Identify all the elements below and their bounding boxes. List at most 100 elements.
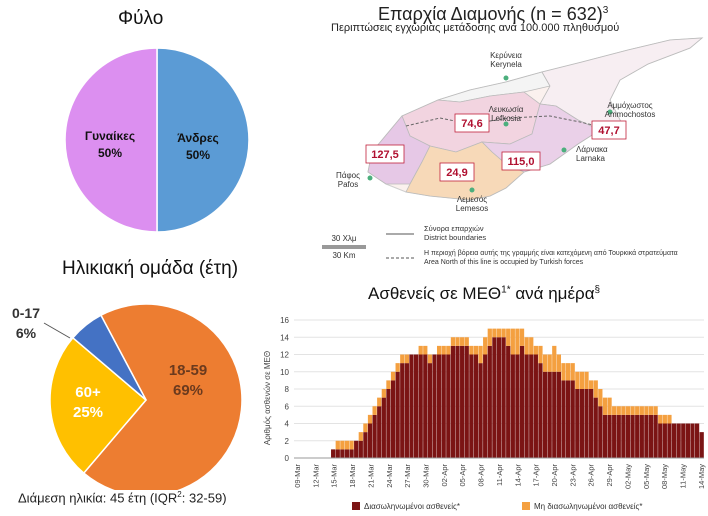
icu-bar-intubated [579, 389, 585, 458]
icu-bar-not-intubated [589, 380, 594, 389]
icu-bar-intubated [483, 354, 488, 458]
larnaka-value-box [501, 151, 541, 171]
ammochostos-name-en: Ammochostos [605, 110, 656, 119]
icu-bar-intubated [432, 354, 437, 458]
icu-bar-intubated [372, 414, 377, 458]
icu-bar-intubated [648, 414, 654, 458]
icu-bar-not-intubated [635, 406, 640, 415]
icu-bar-intubated [644, 414, 649, 458]
icu-x-tick-label: 05-Apr [458, 464, 467, 487]
age-callout-line [43, 322, 71, 339]
icu-bar-intubated [538, 363, 543, 458]
icu-x-tick-label: 20-Apr [550, 464, 559, 487]
icu-bar-intubated [395, 371, 400, 458]
icu-bar-intubated [331, 449, 336, 458]
icu-bar-intubated [363, 432, 368, 458]
icu-bar-not-intubated [455, 337, 460, 346]
icu-bar-not-intubated [386, 380, 391, 389]
icu-bar-not-intubated [515, 328, 520, 355]
icu-bar-intubated [400, 363, 405, 458]
icu-bar-intubated [589, 389, 594, 458]
icu-x-tick-label: 12-Mar [311, 464, 320, 488]
lemesos-name-en: Lemesos [456, 204, 488, 213]
age-slice-2 [71, 314, 147, 401]
icu-y-tick-label: 2 [285, 437, 290, 446]
pafos-name-gr: Πάφος [336, 171, 360, 180]
larnaka-name-en: Larnaka [576, 154, 605, 163]
legend-swatch-intubated [352, 502, 360, 510]
scale-label-en: 30 Km [332, 251, 355, 260]
icu-bar-not-intubated [358, 432, 363, 441]
icu-bar-not-intubated [496, 328, 502, 338]
icu-x-tick-label: 02-Apr [440, 464, 449, 487]
icu-bar-not-intubated [418, 345, 423, 355]
lefkosia-value-box [454, 113, 490, 133]
boundary-legend-en: District boundaries [424, 233, 486, 242]
lefkosia-name-en: Lefkosia [491, 114, 521, 123]
sex-pie-chart: Άνδρες 50% Γυναίκες 50% [64, 47, 250, 233]
lemesos-city-dot [469, 187, 475, 193]
icu-bar-intubated [542, 371, 548, 458]
icu-bar-not-intubated [473, 345, 479, 355]
icu-bar-intubated [473, 354, 479, 458]
icu-bar-not-intubated [648, 406, 654, 415]
icu-bar-not-intubated [400, 354, 405, 364]
icu-bar-intubated [381, 397, 386, 458]
icu-bar-intubated [423, 354, 428, 458]
icu-bar-not-intubated [363, 423, 368, 433]
icu-y-tick-label: 16 [280, 316, 289, 325]
sex-chart-title: Φύλο [118, 8, 164, 29]
kerynia-name-en: Kerynela [490, 60, 522, 69]
icu-bar-not-intubated [340, 440, 345, 450]
age-slice-pct-adults: 69% [173, 382, 203, 399]
icu-bar-intubated [593, 397, 598, 458]
icu-bar-intubated [464, 345, 469, 458]
icu-x-tick-label: 23-Apr [568, 464, 577, 487]
icu-bar-intubated [409, 354, 414, 458]
icu-bar-intubated [598, 406, 603, 458]
age-slice-pct-elderly: 25% [73, 404, 103, 421]
icu-bar-not-intubated [556, 354, 562, 372]
legend-label-intubated: Διασωληνωμένοι ασθενείς* [364, 502, 460, 511]
sex-slice-1 [64, 47, 158, 233]
scale-label-gr: 30 Χλμ [331, 234, 356, 243]
icu-bar-not-intubated [653, 406, 658, 415]
icu-bar-not-intubated [529, 337, 534, 355]
cyprus-district-map: Κερύνεια Kerynela Λευκωσία Lefkosia Αμμό… [322, 37, 704, 266]
icu-bar-not-intubated [441, 345, 446, 355]
icu-bar-not-intubated [533, 345, 538, 355]
pafos-value-box [365, 144, 405, 164]
icu-bar-intubated [487, 345, 492, 458]
icu-y-tick-label: 0 [285, 454, 290, 463]
icu-bar-intubated [658, 423, 663, 458]
legend-label-not-intubated: Μη διασωληνωμένοι ασθενείς* [534, 502, 642, 511]
age-pie-chart: 18-59 69% 60+ 25% 0-17 6% [12, 303, 243, 490]
icu-bar-intubated [694, 423, 700, 458]
age-slice-label-children: 0-17 [12, 305, 40, 321]
icu-bar-not-intubated [423, 345, 428, 355]
icu-bar-intubated [630, 414, 635, 458]
lefkosia-value: 74,6 [461, 118, 482, 130]
icu-bar-not-intubated [344, 440, 350, 450]
icu-bar-intubated [602, 414, 608, 458]
icu-y-tick-label: 4 [285, 420, 290, 429]
sex-slice-0 [156, 47, 250, 233]
icu-bar-not-intubated [552, 345, 557, 372]
icu-bar-intubated [607, 414, 612, 458]
icu-x-tick-label: 18-Mar [348, 464, 357, 488]
icu-bar-not-intubated [390, 371, 396, 381]
lemesos-value-box [439, 162, 475, 182]
icu-bar-not-intubated [381, 389, 386, 398]
icu-bar-not-intubated [524, 337, 529, 355]
icu-bar-intubated [584, 389, 589, 458]
icu-bar-intubated [519, 345, 525, 458]
icu-bar-not-intubated [561, 363, 566, 381]
icu-bar-not-intubated [506, 328, 511, 346]
ammochostos-name-gr: Αμμόχωστος [607, 101, 652, 110]
icu-x-tick-label: 05-May [642, 464, 651, 489]
icu-bar-intubated [441, 354, 446, 458]
legend-swatch-not-intubated [522, 502, 530, 510]
age-chart-title: Ηλικιακή ομάδα (έτη) [62, 258, 239, 279]
icu-bar-intubated [446, 354, 451, 458]
icu-bar-not-intubated [349, 440, 354, 450]
